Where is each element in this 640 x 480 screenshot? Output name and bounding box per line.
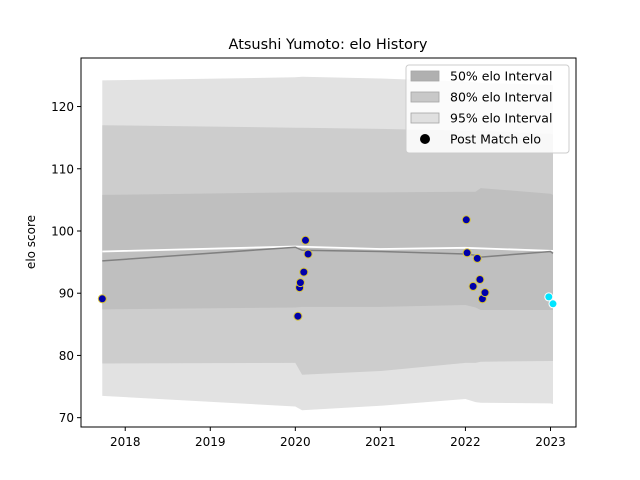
x-tick-label: 2018 (110, 435, 141, 449)
y-axis-label: elo score (24, 215, 38, 269)
x-tick-label: 2022 (450, 435, 481, 449)
y-tick-label: 100 (51, 224, 74, 238)
post-match-point (480, 288, 490, 298)
post-match-point (475, 275, 485, 284)
recent-match-point (544, 292, 554, 302)
legend: 50% elo Interval 80% elo Interval 95% elo … (405, 64, 570, 154)
legend-label: 50% elo Interval (450, 69, 552, 84)
y-tick-label: 80 (59, 349, 74, 363)
reference-line (102, 245, 554, 253)
legend-marker (420, 134, 430, 144)
x-tick-label: 2023 (535, 435, 566, 449)
x-tick-label: 2019 (195, 435, 226, 449)
y-tick-label: 70 (59, 411, 74, 425)
x-tick-label: 2021 (365, 435, 396, 449)
post-match-point (295, 278, 305, 288)
recent-match-point (548, 299, 558, 309)
post-match-point (472, 253, 482, 263)
post-match-point (461, 215, 471, 225)
legend-label: Post Match elo (450, 132, 541, 147)
post-match-point (301, 235, 310, 245)
post-match-point (97, 294, 107, 304)
plot-frame (80, 57, 577, 428)
x-axis: 2018 2019 2020 2021 2022 2023 (110, 427, 566, 449)
y-tick-label: 90 (59, 287, 74, 301)
y-tick-label: 120 (51, 100, 74, 114)
x-tick-label: 2020 (280, 435, 311, 449)
legend-swatch (410, 70, 440, 82)
legend-swatch (410, 91, 440, 103)
y-tick-label: 110 (51, 162, 74, 176)
legend-label: 95% elo Interval (450, 111, 552, 126)
legend-label: 80% elo Interval (450, 90, 552, 105)
legend-swatch (410, 112, 440, 124)
post-match-point (293, 311, 303, 321)
band-50-interval (102, 188, 554, 310)
y-axis: 70 80 90 100 110 120 (51, 100, 81, 425)
post-match-point (303, 249, 313, 259)
plot-area (97, 76, 558, 411)
post-match-point (462, 248, 472, 258)
post-match-point (299, 267, 309, 277)
legend-box (405, 64, 570, 154)
post-match-point (468, 281, 478, 291)
chart-title: Atsushi Yumoto: elo History (229, 37, 428, 53)
